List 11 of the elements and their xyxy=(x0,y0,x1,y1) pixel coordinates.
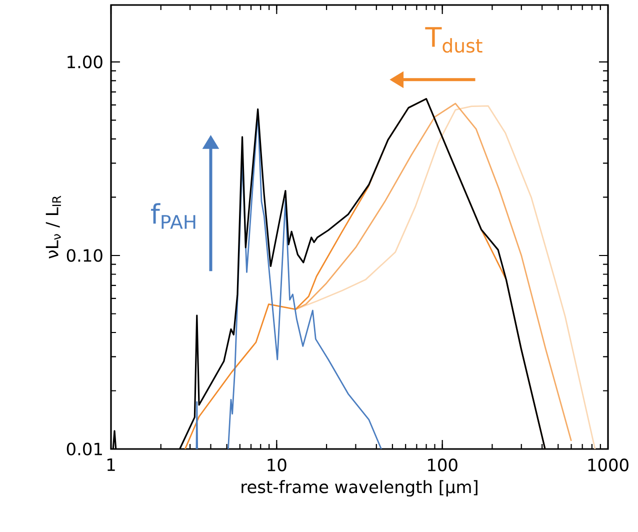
annotation: T$_{dust}$ xyxy=(425,27,482,53)
x-axis-title: rest-frame wavelength [μm] xyxy=(242,480,478,497)
y-tick-label: 0.01 xyxy=(66,442,102,456)
x-tick-label: 100 xyxy=(428,458,458,472)
x-tick-label: 10 xyxy=(268,458,286,472)
y-tick-label: 0.10 xyxy=(66,249,102,262)
annotation: f$_{PAH}$ xyxy=(151,203,196,229)
x-tick-label: 1000 xyxy=(588,458,628,472)
y-axis-title: νL$_{ν}$ / L$_{IR}$ xyxy=(46,196,61,258)
y-tick-label: 1.00 xyxy=(68,56,102,68)
x-tick-label: 1 xyxy=(107,458,115,471)
